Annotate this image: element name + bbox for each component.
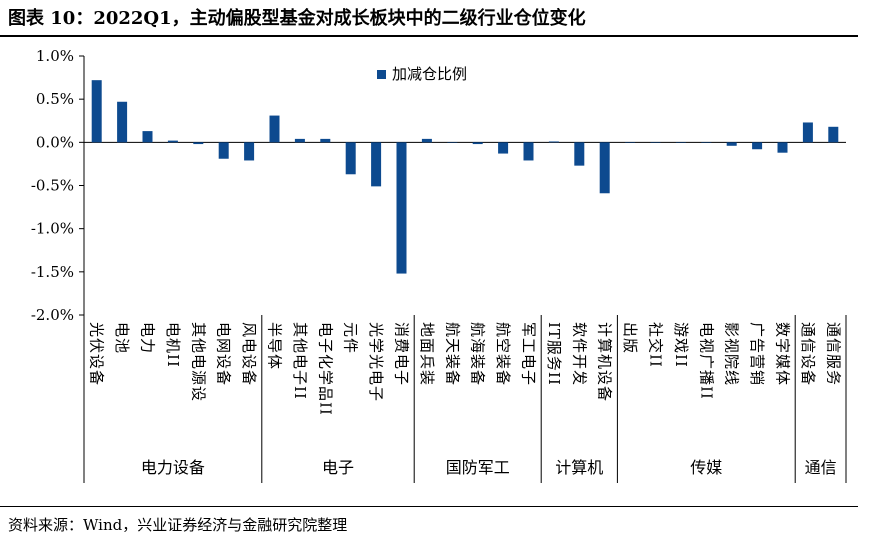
y-tick-label: 1.0%: [36, 47, 74, 65]
category-label: 广告营销: [748, 322, 766, 386]
bar-出版: [625, 142, 636, 143]
y-tick-label: -2.0%: [31, 306, 74, 324]
category-label: 通信设备: [799, 322, 817, 386]
category-label: 光伏设备: [88, 322, 106, 386]
footer-rule: [0, 506, 858, 507]
category-label: 软件开发: [570, 322, 588, 386]
category-label: 其他电源设: [189, 322, 207, 402]
category-label: 航海装备: [469, 322, 487, 386]
bar-影视院线: [726, 142, 737, 146]
category-label: 电网设备: [215, 322, 233, 386]
category-label: IT服务II: [545, 322, 563, 386]
bar-地面兵装: [421, 138, 432, 143]
category-label: 影视院线: [723, 322, 741, 386]
y-tick-label: -1.5%: [31, 263, 74, 281]
bar-风电设备: [244, 142, 255, 161]
category-label: 其他电子II: [291, 322, 309, 400]
bar-数字媒体: [777, 142, 788, 153]
bar-电子化学品II: [320, 138, 331, 143]
bar-元件: [345, 142, 356, 175]
bar-电池: [117, 101, 128, 143]
group-label: 计算机: [555, 458, 603, 477]
bar-游戏II: [675, 142, 686, 143]
legend-label: 加减仓比例: [392, 65, 467, 83]
category-label: 元件: [342, 322, 360, 354]
category-label: 电力: [139, 322, 157, 354]
category-label: 电机II: [164, 322, 182, 368]
y-tick-label: -1.0%: [31, 220, 74, 238]
category-label: 航空装备: [494, 322, 512, 386]
y-tick-label: -0.5%: [31, 177, 74, 195]
category-label: 电子化学品II: [316, 322, 334, 416]
group-label: 通信: [805, 458, 837, 477]
group-label: 国防军工: [446, 458, 510, 477]
category-label: 通信服务: [824, 322, 842, 386]
category-label: 光学光电子: [367, 322, 385, 402]
bar-其他电源设: [193, 142, 204, 145]
bar-通信服务: [828, 126, 839, 143]
bar-消费电子: [396, 142, 407, 274]
bar-电视广播II: [701, 142, 712, 143]
bar-光伏设备: [91, 80, 102, 143]
category-label: 航天装备: [443, 322, 461, 386]
bar-电机II: [167, 140, 178, 143]
bar-软件开发: [574, 142, 585, 166]
bar-半导体: [269, 115, 280, 143]
bar-IT服务II: [548, 141, 559, 143]
bar-社交II: [650, 142, 661, 143]
chart-title: 图表 10：2022Q1，主动偏股型基金对成长板块中的二级行业仓位变化: [8, 8, 586, 29]
bar-其他电子II: [294, 138, 305, 143]
category-label: 风电设备: [240, 322, 258, 386]
bar-电力: [142, 131, 153, 143]
category-label: 半导体: [266, 322, 284, 370]
group-label: 电子: [322, 458, 354, 477]
bar-航空装备: [498, 142, 509, 154]
category-label: 游戏II: [672, 322, 690, 368]
category-label: 社交II: [647, 322, 665, 368]
category-label: 地面兵装: [418, 322, 436, 386]
title-rule: [0, 35, 858, 37]
bar-军工电子: [523, 142, 534, 161]
bar-光学光电子: [371, 142, 382, 187]
bar-广告营销: [752, 142, 763, 150]
y-tick-label: 0.0%: [36, 133, 74, 151]
bar-电网设备: [218, 142, 229, 159]
group-label: 电力设备: [141, 458, 205, 477]
category-label: 消费电子: [393, 322, 411, 386]
source-note: 资料来源：Wind，兴业证券经济与金融研究院整理: [8, 516, 348, 534]
legend-swatch: [377, 70, 386, 79]
bar-chart: 1.0%0.5%0.0%-0.5%-1.0%-1.5%-2.0%光伏设备 电池 电力…: [31, 47, 847, 483]
y-tick-label: 0.5%: [36, 90, 74, 108]
category-label: 出版: [621, 322, 639, 354]
category-label: 电池: [113, 322, 131, 354]
bar-计算机设备: [599, 142, 610, 194]
category-label: 计算机设备: [596, 322, 614, 402]
category-label: 电视广播II: [697, 322, 715, 400]
group-label: 传媒: [690, 458, 722, 477]
bar-航天装备: [447, 142, 458, 143]
bar-航海装备: [472, 142, 483, 145]
bar-通信设备: [802, 122, 813, 143]
category-label: 军工电子: [520, 322, 538, 386]
category-label: 数字媒体: [774, 322, 792, 386]
